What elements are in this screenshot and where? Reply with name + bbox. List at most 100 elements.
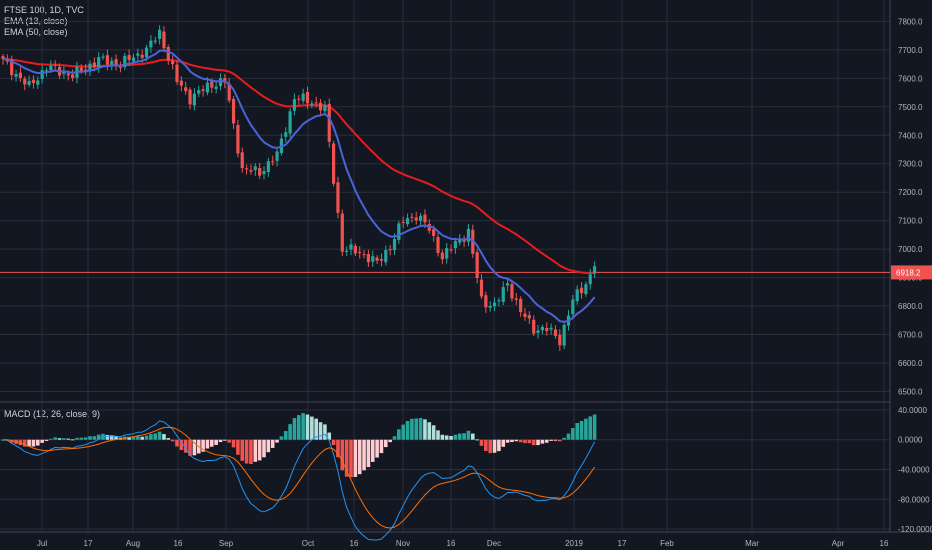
macd-histogram-bar xyxy=(479,439,484,446)
macd-histogram-bar xyxy=(75,437,79,440)
candle-body xyxy=(18,72,22,79)
macd-histogram-bar xyxy=(262,439,266,458)
time-tick-label: Jul xyxy=(37,539,47,548)
candle-body xyxy=(501,287,505,302)
macd-histogram-bar xyxy=(218,439,223,443)
macd-histogram-bar xyxy=(249,439,253,465)
macd-histogram-bar xyxy=(144,435,149,440)
time-tick-label: 16 xyxy=(350,539,359,548)
macd-histogram-bar xyxy=(36,439,40,446)
candle-body xyxy=(23,78,27,85)
macd-histogram-bar xyxy=(310,416,314,440)
macd-line xyxy=(2,420,596,541)
macd-histogram-bar xyxy=(331,439,336,445)
macd-histogram-bar xyxy=(540,439,545,444)
candle-body xyxy=(192,93,196,106)
candle-body xyxy=(432,229,436,236)
candle-body xyxy=(488,305,492,308)
macd-histogram-bar xyxy=(236,439,240,455)
macd-histogram-bar xyxy=(136,436,140,440)
macd-histogram-bar xyxy=(62,438,66,440)
macd-histogram-bar xyxy=(210,439,214,447)
candle-body xyxy=(562,324,566,346)
candle-body xyxy=(440,252,444,260)
macd-histogram-bar xyxy=(183,439,188,453)
price-tick-label: 7700.0 xyxy=(898,46,923,55)
macd-histogram-bar xyxy=(114,436,118,440)
candle-body xyxy=(88,63,92,72)
time-tick-label: Dec xyxy=(487,539,501,548)
price-tick-label: 7800.0 xyxy=(898,17,923,26)
candle-body xyxy=(71,74,75,78)
macd-histogram-bar xyxy=(140,436,144,440)
candle-body xyxy=(97,57,101,68)
candle-body xyxy=(458,239,462,243)
macd-histogram-bar xyxy=(149,434,153,440)
candle-body xyxy=(527,315,531,319)
candle-body xyxy=(175,64,179,82)
candle-body xyxy=(258,168,262,176)
macd-legend-label: MACD (12, 26, close, 9) xyxy=(4,409,101,419)
macd-histogram-bar xyxy=(340,439,345,471)
macd-histogram-bar xyxy=(571,428,575,440)
macd-histogram-bar xyxy=(70,439,75,441)
time-tick-label: Aug xyxy=(126,539,140,548)
candle-body xyxy=(497,300,501,302)
candle-body xyxy=(593,266,597,274)
macd-histogram-bar xyxy=(431,425,436,440)
symbol-title: FTSE 100, 1D, TVC xyxy=(4,5,84,15)
macd-histogram-bar xyxy=(536,439,540,446)
macd-histogram-bar xyxy=(231,439,236,448)
price-tick-label: 7100.0 xyxy=(898,217,923,226)
candle-body xyxy=(144,47,149,58)
price-tick-label: 6700.0 xyxy=(898,331,923,340)
macd-histogram-bar xyxy=(327,432,332,440)
macd-histogram-bar xyxy=(57,438,62,440)
macd-histogram-bar xyxy=(301,413,305,440)
macd-histogram-bar xyxy=(214,439,218,445)
macd-tick-label: -80.0000 xyxy=(898,495,930,504)
macd-histogram-bar xyxy=(283,431,288,440)
macd-histogram-bar xyxy=(79,437,84,440)
last-price-badge xyxy=(891,265,932,280)
macd-histogram-bar xyxy=(388,439,392,443)
ema-fast-series xyxy=(2,49,596,323)
candle-body xyxy=(66,73,70,76)
macd-histogram-bar xyxy=(175,439,179,447)
time-tick-label: Nov xyxy=(396,539,410,548)
macd-histogram-bar xyxy=(357,439,362,475)
macd-histogram-bar xyxy=(192,439,197,456)
candle-body xyxy=(358,251,362,253)
candle-body xyxy=(210,81,214,88)
candle-body xyxy=(205,82,210,93)
candle-body xyxy=(427,224,431,231)
price-tick-label: 7400.0 xyxy=(898,131,923,140)
macd-histogram-bar xyxy=(531,439,536,446)
macd-histogram-bar xyxy=(497,439,501,452)
macd-histogram-bar xyxy=(362,439,366,471)
macd-histogram-bar xyxy=(288,424,292,440)
macd-histogram-bar xyxy=(83,437,88,440)
candle-body xyxy=(375,257,379,261)
macd-histogram-bar xyxy=(457,433,462,440)
candle-body xyxy=(62,71,66,74)
macd-histogram-bar xyxy=(318,422,323,440)
macd-legend: MACD (12, 26, close, 9) xyxy=(4,409,100,420)
macd-histogram-bar xyxy=(471,433,475,440)
ema-fast-line xyxy=(2,49,596,323)
candle-body xyxy=(549,327,553,330)
candle-body xyxy=(79,67,83,72)
macd-histogram-bar xyxy=(201,439,205,452)
candle-body xyxy=(449,249,453,251)
candle-body xyxy=(353,245,357,254)
macd-tick-label: 0.0000 xyxy=(898,436,923,445)
macd-histogram-bar xyxy=(444,435,449,440)
macd-histogram-bar xyxy=(266,439,271,453)
candle-body xyxy=(123,55,127,67)
macd-histogram-bar xyxy=(109,435,114,440)
candle-body xyxy=(453,241,457,249)
macd-pane xyxy=(1,413,597,541)
candle-body xyxy=(171,60,175,65)
candle-body xyxy=(110,60,114,67)
